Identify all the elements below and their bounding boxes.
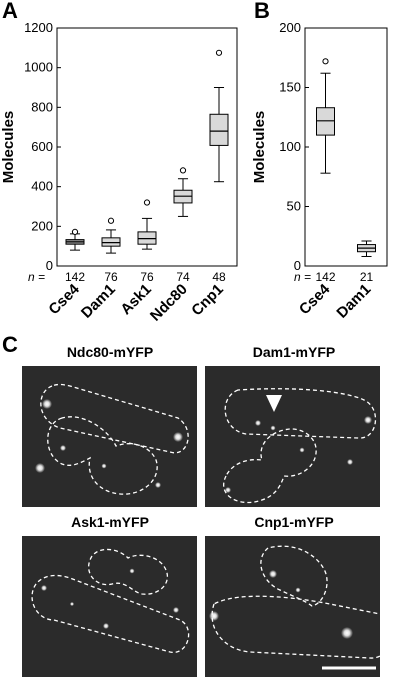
n-count-label: 142 — [315, 270, 335, 284]
panel-label-b: B — [254, 0, 270, 23]
micrograph-image-cnp1 — [205, 536, 380, 677]
micrograph-image-ask1 — [22, 536, 197, 677]
panel-label-a: A — [2, 0, 18, 23]
outlier-point — [71, 228, 79, 235]
fluorescent-spot — [155, 482, 161, 488]
fluorescent-spot — [299, 447, 305, 453]
y-tick-label: 800 — [31, 99, 53, 114]
micrograph-title-cnp1: Cnp1-mYFP — [254, 514, 333, 530]
micrograph-cnp1: Cnp1-mYFP — [205, 514, 392, 677]
category-label: Cnp1 — [188, 281, 227, 320]
cell-outline — [260, 545, 328, 607]
y-tick-label: 400 — [31, 179, 53, 194]
category-label: Cse4 — [296, 280, 334, 318]
y-tick-label: 100 — [279, 139, 301, 154]
chart-a-ylabel: Molecules — [0, 111, 17, 184]
fluorescent-spot — [129, 568, 135, 574]
fluorescent-spot — [103, 623, 109, 629]
outlier-point — [143, 199, 151, 206]
fluorescent-spot — [101, 463, 107, 469]
outlier-point — [322, 58, 329, 65]
category-label: Dam1 — [333, 281, 374, 322]
fluorescent-spot — [225, 487, 231, 493]
micrograph-ask1: Ask1-mYFP — [22, 514, 197, 677]
box-cnp1 — [209, 113, 229, 146]
n-count-label: 74 — [176, 270, 190, 284]
category-label: Ndc80 — [147, 281, 191, 325]
fluorescent-spot — [270, 425, 276, 431]
micrograph-title-ask1: Ask1-mYFP — [71, 514, 149, 530]
n-prefix-label: n = — [294, 270, 311, 284]
fluorescent-spot — [295, 587, 301, 593]
fluorescent-spot — [255, 420, 261, 426]
y-tick-label: 150 — [279, 80, 301, 95]
fluorescent-spot — [269, 570, 277, 578]
outlier-point — [179, 167, 187, 174]
y-tick-label: 200 — [279, 20, 301, 35]
fluorescent-spot — [209, 611, 219, 621]
cell-outline — [211, 595, 392, 659]
fluorescent-spot — [173, 607, 179, 613]
fluorescent-spot — [41, 585, 47, 591]
arrowhead-icon — [266, 395, 282, 412]
fluorescent-spot — [341, 627, 353, 639]
micrograph-title-ndc80: Ndc80-mYFP — [67, 344, 153, 360]
cell-outline — [31, 574, 190, 653]
fluorescent-spot — [60, 445, 66, 451]
y-tick-label: 50 — [287, 199, 301, 214]
outlier-point — [215, 49, 223, 56]
micrograph-image-ndc80 — [22, 366, 197, 507]
category-label: Cse4 — [45, 280, 83, 318]
n-count-label: 21 — [360, 270, 374, 284]
n-count-label: 76 — [104, 270, 118, 284]
fluorescent-spot — [35, 463, 45, 473]
fluorescent-spot — [364, 416, 372, 424]
n-prefix-label: n = — [28, 270, 45, 284]
n-count-label: 142 — [65, 270, 85, 284]
chart-a: 020040060080010001200142Cse476Dam176Ask1… — [0, 20, 238, 325]
y-tick-label: 1200 — [24, 20, 53, 35]
micrograph-title-dam1: Dam1-mYFP — [253, 344, 335, 360]
fluorescent-spot — [42, 399, 52, 409]
micrograph-ndc80: Ndc80-mYFP — [22, 344, 197, 507]
y-tick-label: 600 — [31, 139, 53, 154]
cell-outline — [224, 388, 377, 439]
chart-b-ylabel: Molecules — [251, 111, 268, 184]
panel-label-c: C — [2, 332, 18, 357]
category-label: Dam1 — [78, 281, 119, 322]
fluorescent-spot — [173, 432, 183, 442]
y-tick-label: 200 — [31, 218, 53, 233]
y-tick-label: 1000 — [24, 60, 53, 75]
y-tick-label: 0 — [46, 258, 53, 273]
fluorescent-spot — [347, 459, 353, 465]
cell-outline — [47, 416, 158, 495]
outlier-point — [107, 217, 115, 224]
n-count-label: 48 — [212, 270, 226, 284]
n-count-label: 76 — [140, 270, 154, 284]
cell-outline — [88, 548, 168, 595]
y-tick-label: 0 — [294, 258, 301, 273]
micrograph-image-dam1 — [205, 366, 380, 507]
cell-outline — [40, 383, 189, 454]
fluorescent-spot — [70, 602, 74, 606]
micrograph-dam1: Dam1-mYFP — [205, 344, 380, 507]
chart-b-frame — [304, 27, 388, 267]
cell-outline — [223, 428, 317, 504]
